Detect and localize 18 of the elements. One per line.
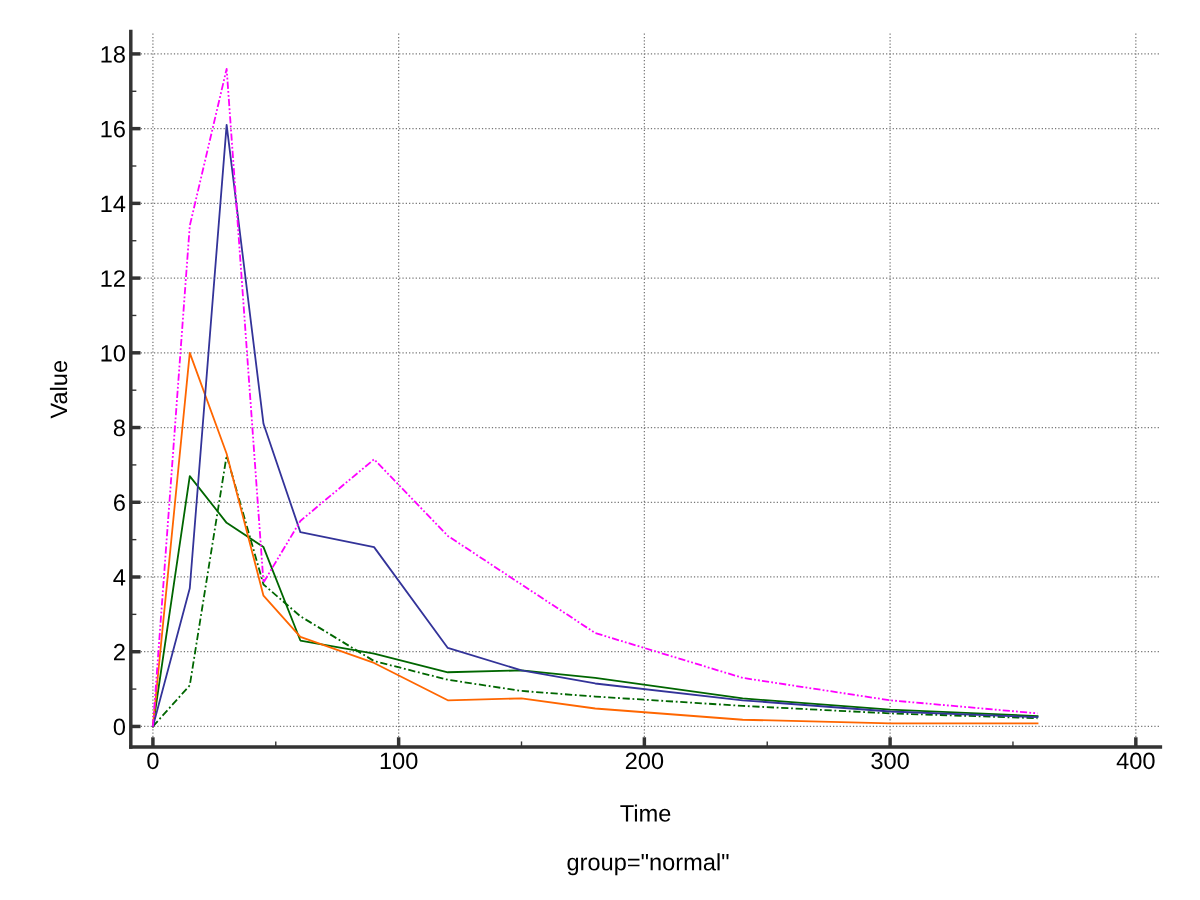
y-tick-label: 6	[114, 494, 125, 512]
x-axis-title: Time	[620, 804, 671, 822]
x-tick-label: 300	[871, 752, 909, 770]
y-tick-label: 14	[101, 195, 126, 212]
y-tick-label: 0	[113, 718, 126, 736]
x-tick-label: 200	[625, 752, 664, 770]
y-tick-label: 18	[101, 45, 125, 63]
x-tick-label: 0	[147, 752, 159, 770]
y-tick-label: 4	[113, 569, 126, 586]
x-tick-label: 400	[1116, 752, 1155, 770]
y-tick-label: 8	[113, 419, 125, 437]
y-tick-label: 16	[101, 120, 125, 138]
text: group="normal"	[567, 853, 729, 876]
y-axis-title: Value	[49, 360, 68, 419]
y-tick-label: 2	[114, 643, 125, 661]
y-tick-label: 12	[101, 270, 125, 287]
x-tick-label: 100	[380, 752, 418, 770]
y-tick-label: 10	[101, 344, 126, 362]
